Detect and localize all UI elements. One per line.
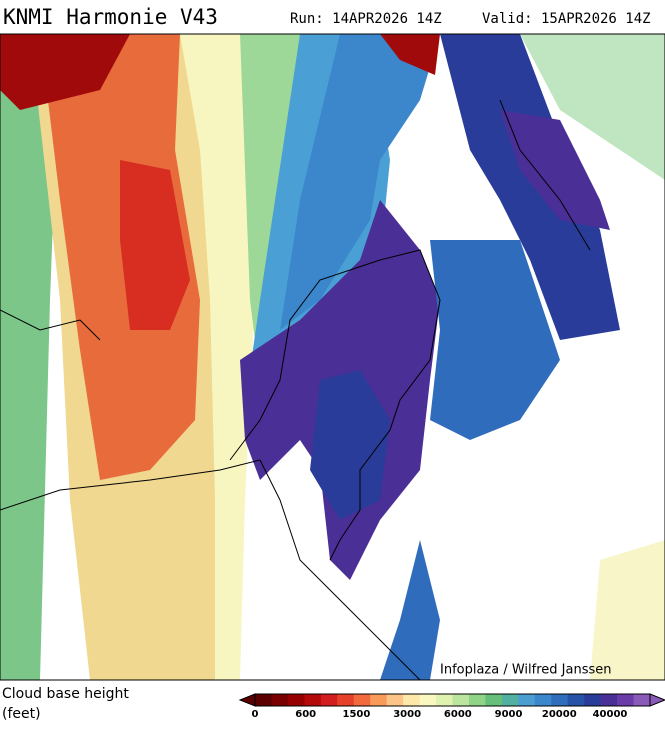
- colorbar-swatch: [567, 694, 585, 706]
- colorbar-arrow-right: [649, 693, 665, 707]
- field-blue-south: [380, 540, 440, 680]
- field-yellow: [180, 34, 260, 680]
- colorbar-tick-label: 600: [295, 709, 316, 720]
- colorbar-tick-label: 40000: [593, 709, 628, 720]
- colorbar-frame: [254, 693, 651, 707]
- field-blue-east: [430, 240, 560, 440]
- valid-time: Valid: 15APR2026 14Z: [482, 11, 651, 27]
- colorbar-swatch: [600, 694, 618, 706]
- borders: [0, 99, 591, 680]
- colorbar-swatch: [551, 694, 569, 706]
- colorbar-swatch: [370, 694, 388, 706]
- colorbar-swatch: [353, 694, 371, 706]
- title: KNMI Harmonie V43: [3, 5, 218, 29]
- field-darkred-north: [380, 34, 440, 75]
- colorbar-swatch: [468, 694, 486, 706]
- field-yellow-se: [590, 540, 665, 680]
- field-green-west: [0, 34, 60, 680]
- colorbar-swatch: [255, 694, 272, 706]
- colorbar-swatch: [403, 694, 421, 706]
- field-darkred: [0, 34, 130, 110]
- colorbar-tick-label: 1500: [343, 709, 371, 720]
- legend-unit: (feet): [2, 706, 41, 722]
- legend-label: Cloud base height: [2, 686, 129, 702]
- colorbar-swatch: [271, 694, 289, 706]
- colorbar-tick-label: 0: [252, 709, 259, 720]
- colorbar-swatch: [287, 694, 305, 706]
- colorbar-swatch: [501, 694, 519, 706]
- colorbar-swatch: [633, 694, 651, 706]
- colorbar-arrow-left: [238, 693, 256, 707]
- header: KNMI Harmonie V43 Run: 14APR2026 14Z Val…: [3, 5, 651, 29]
- field-green-ne: [520, 34, 665, 180]
- field-darkblue-east: [440, 34, 620, 340]
- legend: Cloud base height (feet) 0 600 1500 3000 600…: [2, 686, 665, 722]
- colorbar-swatch: [436, 694, 453, 706]
- colorbar-swatch: [419, 694, 437, 706]
- field-blue: [280, 34, 440, 330]
- colorbar-swatch: [386, 694, 404, 706]
- colorbar-swatch: [485, 694, 503, 706]
- map: Infoplaza / Wilfred Janssen: [0, 33, 665, 681]
- field-orange: [40, 34, 200, 480]
- colorbar-swatch: [584, 694, 602, 706]
- field-darkblue: [310, 370, 390, 520]
- credit: Infoplaza / Wilfred Janssen: [440, 663, 612, 678]
- colorbar-swatch: [534, 694, 552, 706]
- colorbar-tick-label: 20000: [542, 709, 577, 720]
- field-red: [120, 160, 190, 330]
- colorbar-swatch: [304, 694, 322, 706]
- colorbar-tick-label: 3000: [393, 709, 421, 720]
- run-time: Run: 14APR2026 14Z: [290, 11, 442, 27]
- colorbar-swatch: [518, 694, 536, 706]
- colorbar-tick-label: 9000: [495, 709, 523, 720]
- field-purple-east: [500, 110, 610, 230]
- map-frame: [0, 33, 665, 681]
- colorbar-swatch: [452, 694, 470, 706]
- colorbar-swatch: [337, 694, 355, 706]
- colorbar-tick-label: 6000: [444, 709, 472, 720]
- colorbar-swatch: [617, 694, 635, 706]
- colorbar-swatch: [320, 694, 338, 706]
